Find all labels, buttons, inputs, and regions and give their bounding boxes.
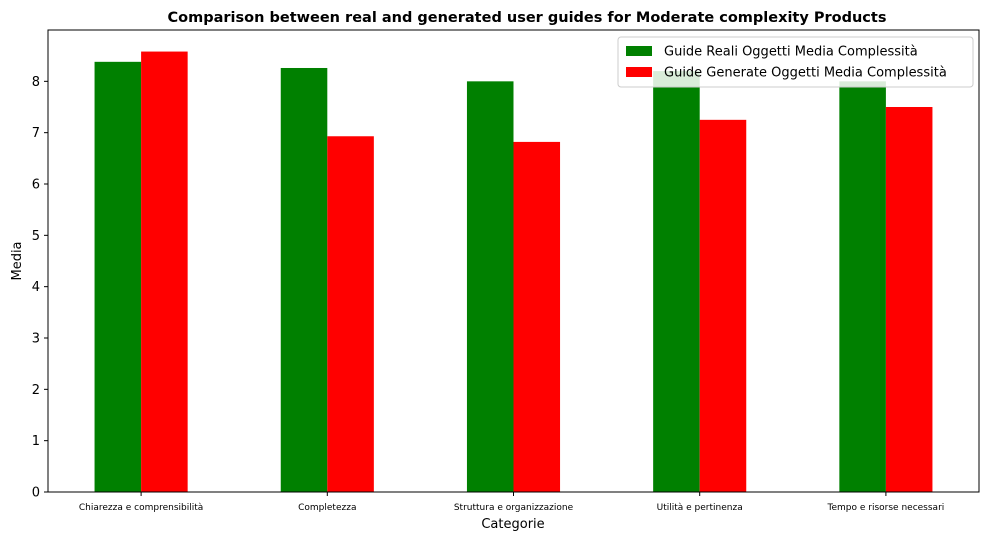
y-tick-label: 7: [32, 126, 40, 141]
bar-real-2: [466, 81, 514, 492]
legend-box: [617, 36, 974, 88]
chart-title: Comparison between real and generated us…: [168, 10, 887, 26]
legend-swatch: [626, 46, 652, 56]
legend-label: Guide Reali Oggetti Media Complessità: [664, 45, 918, 60]
plot-area: [94, 51, 933, 493]
y-tick-label: 4: [32, 280, 40, 295]
y-axis-ticks: 0 1 2 3 4 5 6 7 8: [32, 75, 48, 501]
y-tick-label: 2: [32, 383, 40, 398]
x-axis-label: Categorie: [481, 517, 544, 532]
x-tick-label: Struttura e organizzazione: [454, 503, 574, 513]
legend-swatch: [626, 67, 652, 77]
bar-generated-2: [513, 141, 561, 492]
y-tick-label: 8: [32, 75, 40, 90]
y-tick-label: 3: [32, 332, 40, 347]
bar-real-3: [653, 71, 700, 493]
y-tick-label: 1: [32, 434, 40, 449]
x-tick-label: Chiarezza e comprensibilità: [79, 503, 203, 513]
bar-real-0: [94, 61, 142, 493]
bar-generated-0: [141, 51, 188, 493]
y-tick-label: 6: [32, 178, 40, 193]
bar-generated-1: [327, 136, 374, 492]
bar-generated-3: [699, 119, 747, 492]
bar-generated-4: [885, 107, 933, 492]
bar-real-4: [839, 81, 886, 492]
x-tick-label: Tempo e risorse necessari: [827, 503, 945, 513]
x-axis-ticks: Chiarezza e comprensibilità Completezza St…: [79, 492, 944, 513]
y-tick-label: 0: [32, 486, 40, 501]
bar-real-1: [280, 67, 328, 492]
y-tick-label: 5: [32, 229, 40, 244]
x-tick-label: Completezza: [298, 503, 356, 513]
legend-label: Guide Generate Oggetti Media Complessità: [664, 66, 947, 81]
x-tick-label: Utilità e pertinenza: [657, 503, 743, 513]
y-axis-label: Media: [10, 241, 25, 280]
legend: Guide Reali Oggetti Media Complessità Gui…: [617, 36, 974, 88]
